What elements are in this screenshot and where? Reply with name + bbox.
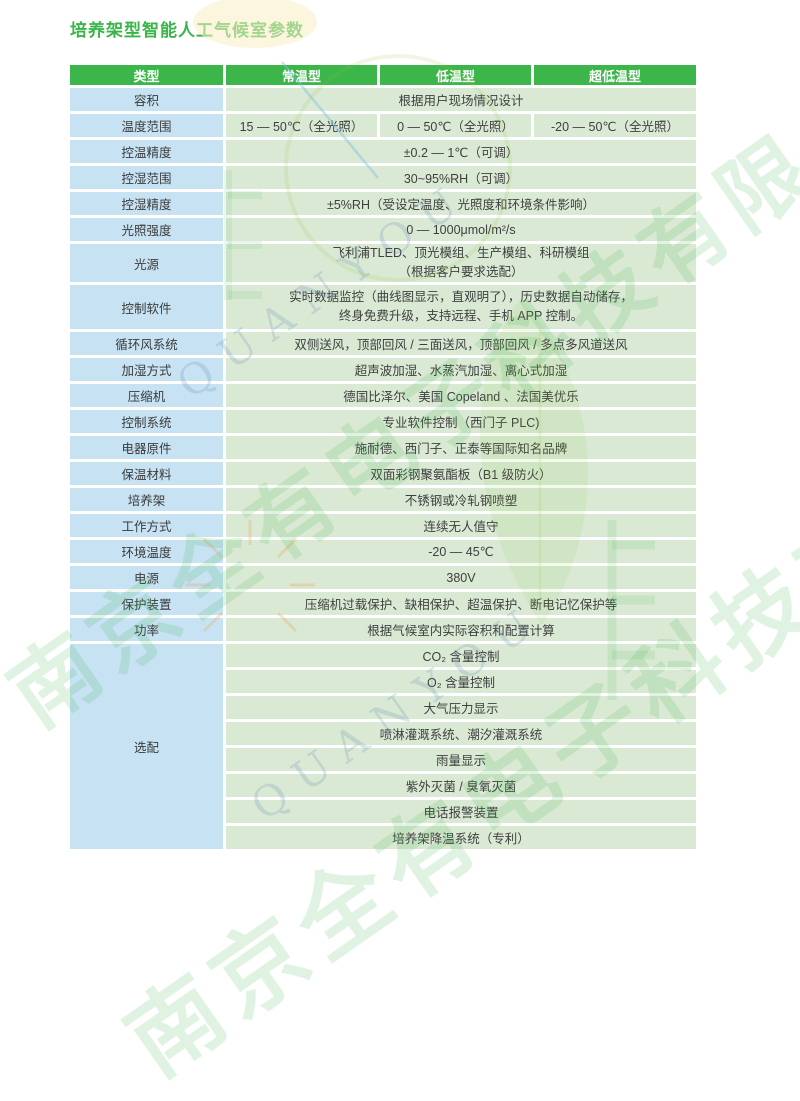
row-operation-mode: 工作方式 连续无人值守	[70, 514, 696, 537]
row-label: 培养架	[70, 488, 223, 511]
row-label: 控温精度	[70, 140, 223, 163]
row-value: ±0.2 — 1℃（可调）	[226, 140, 696, 163]
row-value: 根据用户现场情况设计	[226, 88, 696, 111]
row-value: 德国比泽尔、美国 Copeland 、法国美优乐	[226, 384, 696, 407]
row-value-line2: 终身免费升级，支持远程、手机 APP 控制。	[338, 309, 584, 323]
row-optional-co2: 选配 CO₂ 含量控制	[70, 644, 696, 849]
row-optional-o2: O₂ 含量控制	[70, 670, 696, 693]
row-value-ultra-low: -20 — 50℃（全光照）	[534, 114, 696, 137]
header-row: 类型 常温型 低温型 超低温型	[70, 65, 696, 85]
row-power-supply: 电源 380V	[70, 566, 696, 589]
row-optional-rack-cooling: 培养架降温系统（专利）	[70, 826, 696, 849]
row-optional-phone-alarm: 电话报警装置	[70, 800, 696, 823]
row-value: 不锈钢或冷轧钢喷塑	[226, 488, 696, 511]
row-value-line1: 飞利浦TLED、顶光模组、生产模组、科研模组	[332, 246, 590, 261]
row-ambient-temperature: 环境温度 -20 — 45℃	[70, 540, 696, 563]
row-value: 电话报警装置	[226, 800, 696, 823]
row-insulation-material: 保温材料 双面彩钢聚氨酯板（B1 级防火）	[70, 462, 696, 485]
row-value: 专业软件控制（西门子 PLC)	[226, 410, 696, 433]
row-value: CO₂ 含量控制	[226, 644, 696, 667]
row-optional-rainfall-display: 雨量显示	[70, 748, 696, 771]
row-value: 实时数据监控（曲线图显示，直观明了），历史数据自动储存， 终身免费升级，支持远程…	[226, 285, 696, 329]
row-volume: 容积 根据用户现场情况设计	[70, 88, 696, 111]
row-value: 施耐德、西门子、正泰等国际知名品牌	[226, 436, 696, 459]
row-label: 保温材料	[70, 462, 223, 485]
row-value: 压缩机过载保护、缺相保护、超温保护、断电记忆保护等	[226, 592, 696, 615]
row-label: 控制系统	[70, 410, 223, 433]
row-value: 根据气候室内实际容积和配置计算	[226, 618, 696, 641]
row-value: 紫外灭菌 / 臭氧灭菌	[226, 774, 696, 797]
row-value-low: 0 — 50℃（全光照）	[380, 114, 531, 137]
row-air-circulation-system: 循环风系统 双侧送风，顶部回风 / 三面送风，顶部回风 / 多点多风道送风	[70, 332, 696, 355]
row-label: 控制软件	[70, 285, 223, 329]
row-value-line2: （根据客户要求选配）	[398, 265, 524, 279]
row-optional-atmospheric-pressure: 大气压力显示	[70, 696, 696, 719]
row-value: 30~95%RH（可调）	[226, 166, 696, 189]
row-value: ±5%RH（受设定温度、光照度和环境条件影响）	[226, 192, 696, 215]
row-value: 飞利浦TLED、顶光模组、生产模组、科研模组 （根据客户要求选配）	[226, 244, 696, 282]
row-label-optional: 选配	[70, 644, 223, 849]
row-value: 连续无人值守	[226, 514, 696, 537]
row-value: 喷淋灌溉系统、潮汐灌溉系统	[226, 722, 696, 745]
row-label: 电器原件	[70, 436, 223, 459]
row-value: -20 — 45℃	[226, 540, 696, 563]
row-label: 温度范围	[70, 114, 223, 137]
row-control-software: 控制软件 实时数据监控（曲线图显示，直观明了），历史数据自动储存， 终身免费升级…	[70, 285, 696, 329]
row-label: 功率	[70, 618, 223, 641]
row-label: 保护装置	[70, 592, 223, 615]
row-value: 超声波加湿、水蒸汽加湿、离心式加湿	[226, 358, 696, 381]
row-compressor: 压缩机 德国比泽尔、美国 Copeland 、法国美优乐	[70, 384, 696, 407]
row-protection-devices: 保护装置 压缩机过载保护、缺相保护、超温保护、断电记忆保护等	[70, 592, 696, 615]
title-underline-gradient	[62, 45, 768, 48]
row-label: 光源	[70, 244, 223, 282]
row-value: 380V	[226, 566, 696, 589]
row-value: 大气压力显示	[226, 696, 696, 719]
row-value: 0 — 1000μmol/m²/s	[226, 218, 696, 241]
page-title: 培养架型智能人工气候室参数	[70, 21, 304, 40]
row-electrical-components: 电器原件 施耐德、西门子、正泰等国际知名品牌	[70, 436, 696, 459]
row-label: 容积	[70, 88, 223, 111]
row-label: 压缩机	[70, 384, 223, 407]
row-value: 培养架降温系统（专利）	[226, 826, 696, 849]
row-light-intensity: 光照强度 0 — 1000μmol/m²/s	[70, 218, 696, 241]
row-label: 电源	[70, 566, 223, 589]
row-temperature-range: 温度范围 15 — 50℃（全光照） 0 — 50℃（全光照） -20 — 50…	[70, 114, 696, 137]
row-culture-rack: 培养架 不锈钢或冷轧钢喷塑	[70, 488, 696, 511]
row-optional-irrigation: 喷淋灌溉系统、潮汐灌溉系统	[70, 722, 696, 745]
row-label: 控湿范围	[70, 166, 223, 189]
header-type: 类型	[70, 65, 223, 85]
row-optional-sterilization: 紫外灭菌 / 臭氧灭菌	[70, 774, 696, 797]
row-value: 雨量显示	[226, 748, 696, 771]
row-label: 循环风系统	[70, 332, 223, 355]
row-value: 双面彩钢聚氨酯板（B1 级防火）	[226, 462, 696, 485]
row-label: 加湿方式	[70, 358, 223, 381]
header-ultra-low-temp-model: 超低温型	[534, 65, 696, 85]
row-humidification-method: 加湿方式 超声波加湿、水蒸汽加湿、离心式加湿	[70, 358, 696, 381]
header-low-temp-model: 低温型	[380, 65, 531, 85]
row-label: 工作方式	[70, 514, 223, 537]
row-humidity-range: 控湿范围 30~95%RH（可调）	[70, 166, 696, 189]
row-temperature-accuracy: 控温精度 ±0.2 — 1℃（可调）	[70, 140, 696, 163]
row-label: 环境温度	[70, 540, 223, 563]
spec-table: 类型 常温型 低温型 超低温型 容积 根据用户现场情况设计 温度范围 15 — …	[67, 62, 699, 852]
row-value: 双侧送风，顶部回风 / 三面送风，顶部回风 / 多点多风道送风	[226, 332, 696, 355]
row-light-source: 光源 飞利浦TLED、顶光模组、生产模组、科研模组 （根据客户要求选配）	[70, 244, 696, 282]
row-label: 光照强度	[70, 218, 223, 241]
row-humidity-accuracy: 控湿精度 ±5%RH（受设定温度、光照度和环境条件影响）	[70, 192, 696, 215]
header-normal-temp-model: 常温型	[226, 65, 377, 85]
row-control-system: 控制系统 专业软件控制（西门子 PLC)	[70, 410, 696, 433]
row-value: O₂ 含量控制	[226, 670, 696, 693]
row-value-normal: 15 — 50℃（全光照）	[226, 114, 377, 137]
row-label: 控湿精度	[70, 192, 223, 215]
row-value-line1: 实时数据监控（曲线图显示，直观明了），历史数据自动储存，	[289, 290, 633, 305]
row-power: 功率 根据气候室内实际容积和配置计算	[70, 618, 696, 641]
